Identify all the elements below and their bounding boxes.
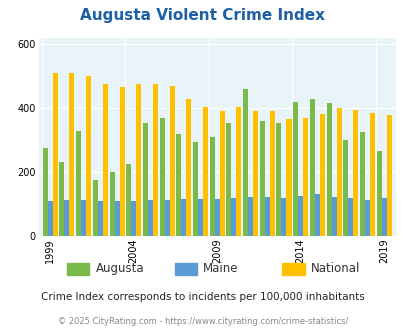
Bar	[114, 201, 119, 236]
Text: Crime Index corresponds to incidents per 100,000 inhabitants: Crime Index corresponds to incidents per…	[41, 292, 364, 302]
Bar	[176, 134, 181, 236]
Bar	[214, 199, 219, 236]
Bar	[336, 108, 341, 236]
Bar	[181, 199, 186, 236]
Bar	[276, 122, 281, 236]
Bar	[153, 84, 158, 236]
Bar	[53, 73, 58, 236]
Bar	[43, 148, 48, 236]
Bar	[381, 198, 386, 236]
Bar	[364, 200, 369, 236]
Bar	[119, 87, 124, 236]
Bar	[209, 137, 214, 236]
Bar	[81, 200, 86, 236]
Bar	[64, 200, 69, 236]
Bar	[126, 164, 131, 236]
Bar	[109, 172, 114, 236]
Bar	[352, 110, 357, 236]
Bar	[86, 76, 91, 236]
Bar	[231, 198, 236, 236]
Bar	[48, 201, 53, 236]
Bar	[376, 151, 381, 236]
Bar	[98, 201, 102, 236]
Bar	[369, 113, 374, 236]
Bar	[93, 180, 98, 236]
Bar	[59, 162, 64, 236]
Bar	[297, 196, 303, 236]
Bar	[252, 112, 258, 236]
Bar	[243, 89, 247, 236]
Bar	[319, 114, 324, 236]
Bar	[281, 198, 286, 236]
Bar	[326, 103, 331, 236]
Bar	[303, 118, 307, 236]
Bar	[159, 118, 164, 236]
Text: Augusta: Augusta	[95, 262, 144, 276]
Bar	[286, 119, 291, 236]
Bar	[386, 115, 391, 236]
Bar	[269, 112, 274, 236]
Bar	[169, 86, 174, 236]
Bar	[247, 197, 252, 236]
Bar	[309, 99, 314, 236]
Bar	[236, 107, 241, 236]
Bar	[226, 122, 231, 236]
Bar	[164, 200, 169, 236]
Bar	[347, 198, 352, 236]
Bar	[259, 121, 264, 236]
Bar	[292, 102, 297, 236]
Bar	[331, 197, 336, 236]
Bar	[264, 197, 269, 236]
Bar	[202, 107, 207, 236]
Bar	[192, 142, 198, 236]
Bar	[359, 132, 364, 236]
Bar	[76, 131, 81, 236]
Bar	[131, 201, 136, 236]
Bar	[342, 140, 347, 236]
Bar	[136, 84, 141, 236]
Bar	[143, 122, 147, 236]
Bar	[69, 73, 74, 236]
Bar	[147, 200, 153, 236]
Text: Maine: Maine	[202, 262, 238, 276]
Bar	[314, 194, 319, 236]
Text: Augusta Violent Crime Index: Augusta Violent Crime Index	[80, 8, 325, 23]
Bar	[102, 84, 108, 236]
Bar	[219, 112, 224, 236]
Bar	[198, 199, 202, 236]
Bar	[186, 99, 191, 236]
Text: © 2025 CityRating.com - https://www.cityrating.com/crime-statistics/: © 2025 CityRating.com - https://www.city…	[58, 317, 347, 326]
Text: National: National	[310, 262, 359, 276]
